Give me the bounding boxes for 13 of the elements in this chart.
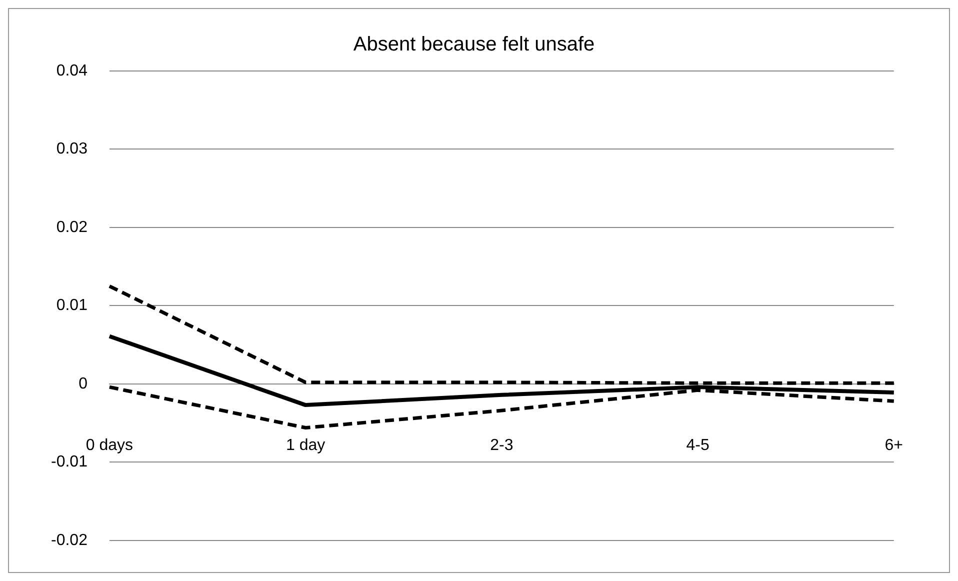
- y-tick-label: 0.01: [56, 297, 88, 314]
- y-tick-label: 0.03: [56, 140, 88, 158]
- y-tick-label: 0: [78, 375, 88, 392]
- chart-title: Absent because felt unsafe: [353, 34, 595, 56]
- x-tick-label: 2-3: [490, 436, 514, 454]
- y-tick-label: 0.02: [56, 218, 88, 236]
- y-tick-label: 0.04: [56, 62, 88, 80]
- x-tick-label: 4-5: [686, 436, 710, 454]
- y-tick-label: -0.01: [51, 454, 88, 471]
- x-tick-label: 1 day: [286, 436, 326, 454]
- x-tick-label: 0 days: [86, 436, 134, 454]
- x-tick-label: 6+: [884, 436, 904, 454]
- y-tick-label: -0.02: [51, 532, 88, 549]
